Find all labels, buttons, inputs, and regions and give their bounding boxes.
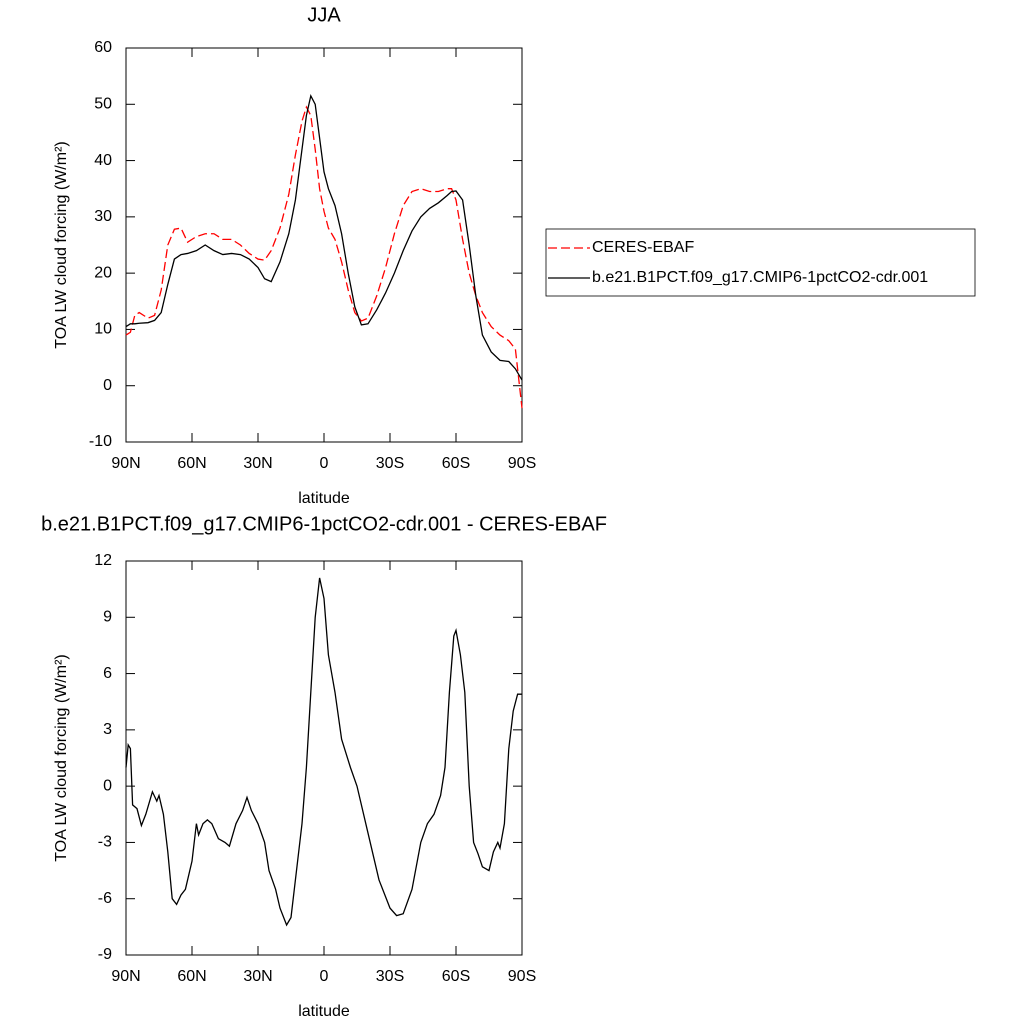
legend-box — [545, 228, 976, 297]
y-tick-label: 0 — [103, 777, 112, 794]
x-tick-label: 90S — [508, 455, 536, 472]
data-line — [125, 93, 523, 381]
y-axis-label: TOA LW cloud forcing (W/m²) — [53, 141, 70, 348]
data-line — [125, 577, 522, 927]
y-tick-label: 9 — [103, 609, 112, 626]
x-tick-label: 30S — [376, 968, 404, 985]
x-tick-label: 90N — [111, 455, 140, 472]
x-tick-label: 60N — [177, 968, 206, 985]
y-tick-label: 10 — [94, 321, 112, 338]
x-tick-label: 0 — [320, 968, 329, 985]
y-tick-label: 20 — [94, 264, 112, 281]
plot-frame — [125, 560, 523, 956]
chart-title: JJA — [307, 4, 341, 26]
y-tick-label: 3 — [103, 721, 112, 738]
legend-label: CERES-EBAF — [592, 239, 694, 256]
y-tick-label: 40 — [94, 152, 112, 169]
x-tick-label: 30N — [243, 968, 272, 985]
y-tick-label: -3 — [98, 834, 112, 851]
x-axis-label: latitude — [298, 1003, 350, 1020]
y-tick-label: 60 — [94, 39, 112, 56]
data-line — [125, 105, 523, 409]
x-tick-label: 90S — [508, 968, 536, 985]
y-tick-label: 0 — [103, 377, 112, 394]
y-tick-label: -9 — [98, 946, 112, 963]
x-tick-label: 90N — [111, 968, 140, 985]
y-tick-label: 30 — [94, 208, 112, 225]
x-tick-label: 60N — [177, 455, 206, 472]
plot-frame — [125, 47, 523, 443]
x-axis-label: latitude — [298, 490, 350, 507]
x-tick-label: 30S — [376, 455, 404, 472]
y-tick-label: 50 — [94, 96, 112, 113]
legend-label: b.e21.B1PCT.f09_g17.CMIP6-1pctCO2-cdr.00… — [592, 269, 928, 286]
x-tick-label: 0 — [320, 455, 329, 472]
legend: CERES-EBAF b.e21.B1PCT.f09_g17.CMIP6-1pct… — [545, 228, 976, 297]
y-tick-label: -6 — [98, 890, 112, 907]
x-tick-label: 30N — [243, 455, 272, 472]
y-tick-label: -10 — [89, 433, 112, 450]
x-tick-label: 60S — [442, 968, 470, 985]
x-tick-label: 60S — [442, 455, 470, 472]
chart-title: b.e21.B1PCT.f09_g17.CMIP6-1pctCO2-cdr.00… — [41, 513, 607, 535]
y-tick-label: 12 — [94, 552, 112, 569]
y-axis-label: TOA LW cloud forcing (W/m²) — [53, 654, 70, 861]
y-tick-label: 6 — [103, 665, 112, 682]
